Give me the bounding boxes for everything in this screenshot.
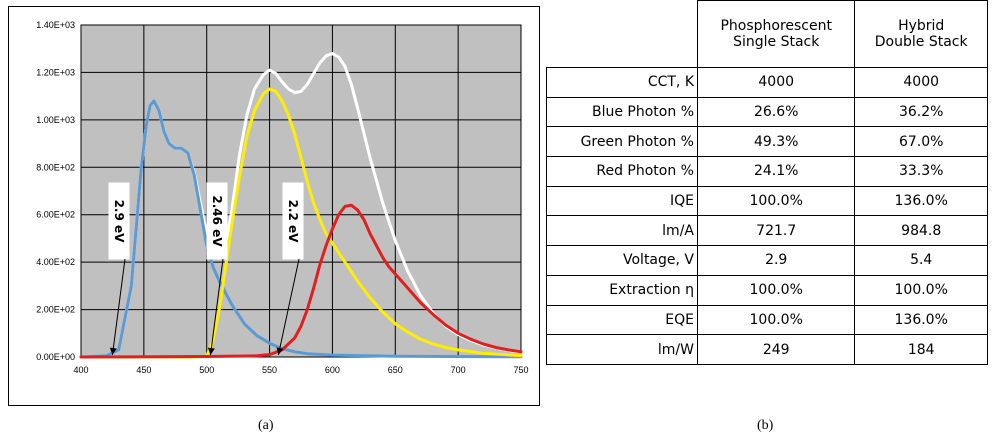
spectrum-chart-panel: 0.00E+00 2.00E+02 4.00E+02 6.00E+02 8.00E+02…: [8, 6, 540, 406]
y-tick-label: 2.00E+02: [36, 305, 75, 315]
y-tick-label: 0.00E+00: [36, 352, 75, 362]
header-hybrid-double-stack: Hybrid Double Stack: [854, 0, 988, 68]
header-phosphorescent-single-stack: Phosphorescent Single Stack: [696, 0, 856, 68]
x-tick-label: 400: [73, 365, 88, 375]
y-tick-label: 1.00E+03: [36, 115, 75, 125]
hybrid-value: 67.0%: [854, 126, 988, 158]
row-label: Extraction η: [546, 274, 698, 306]
y-tick-label: 1.20E+03: [36, 67, 75, 77]
annotation-arrow: [277, 258, 300, 356]
annotation-box: [108, 182, 130, 260]
x-tick-label: 550: [262, 365, 277, 375]
x-tick-label: 700: [451, 365, 466, 375]
hybrid-value: 33.3%: [854, 156, 988, 187]
row-label: EQE: [546, 304, 698, 336]
hybrid-value: 5.4: [854, 245, 988, 276]
x-tick-label: 600: [325, 365, 340, 375]
x-tick-label: 450: [136, 365, 151, 375]
header-line: Double Stack: [874, 34, 968, 50]
table-corner-cell: [546, 0, 698, 68]
hybrid-value: 4000: [854, 67, 988, 98]
phosphorescent-value: 100.0%: [696, 304, 856, 336]
row-label: lm/W: [546, 334, 698, 365]
table-row: Voltage, V 2.9 5.4: [546, 245, 988, 276]
annotation-arrowhead: [207, 347, 215, 355]
annotation-arrowhead: [109, 347, 117, 355]
table-row: Red Photon % 24.1% 33.3%: [546, 156, 988, 187]
annotation-box: [282, 182, 304, 260]
annotation-arrow: [111, 258, 126, 356]
properties-table: Phosphorescent Single Stack Hybrid Doubl…: [546, 0, 988, 365]
annotation-arrow: [209, 258, 224, 356]
phosphorescent-value: 24.1%: [696, 156, 856, 187]
x-tick-label: 500: [199, 365, 214, 375]
row-label: Red Photon %: [546, 156, 698, 187]
hybrid-value: 136.0%: [854, 304, 988, 336]
annotation-box: [206, 182, 228, 260]
phosphorescent-value: 4000: [696, 67, 856, 98]
annotation-label: 2.2 eV: [286, 200, 300, 244]
x-tick-label: 750: [513, 365, 528, 375]
annotation-label: 2.46 eV: [210, 195, 224, 247]
header-line: Phosphorescent: [720, 18, 832, 34]
annotation-label: 2.9 eV: [112, 200, 126, 244]
series-line: [79, 99, 523, 359]
x-tick-label: 650: [388, 365, 403, 375]
hybrid-value: 136.0%: [854, 185, 988, 217]
table-row: Extraction η 100.0% 100.0%: [546, 274, 988, 306]
table-header-row: Phosphorescent Single Stack Hybrid Doubl…: [546, 0, 988, 68]
phosphorescent-value: 721.7: [696, 215, 856, 247]
row-label: Voltage, V: [546, 245, 698, 276]
y-tick-label: 8.00E+02: [36, 162, 75, 172]
y-tick-label: 4.00E+02: [36, 257, 75, 267]
table-row: lm/A 721.7 984.8: [546, 215, 988, 247]
y-tick-label: 6.00E+02: [36, 210, 75, 220]
caption-a: (a): [258, 418, 274, 433]
row-label: Blue Photon %: [546, 96, 698, 128]
spectrum-chart: 0.00E+00 2.00E+02 4.00E+02 6.00E+02 8.00E+02…: [36, 20, 528, 375]
phosphorescent-value: 100.0%: [696, 274, 856, 306]
table-row: CCT, K 4000 4000: [546, 67, 988, 98]
phosphorescent-value: 100.0%: [696, 185, 856, 217]
phosphorescent-value: 2.9: [696, 245, 856, 276]
series-line: [79, 203, 523, 359]
table-row: EQE 100.0% 136.0%: [546, 304, 988, 336]
hybrid-value: 184: [854, 334, 988, 365]
table-row: IQE 100.0% 136.0%: [546, 185, 988, 217]
phosphorescent-value: 49.3%: [696, 126, 856, 158]
hybrid-value: 984.8: [854, 215, 988, 247]
row-label: Green Photon %: [546, 126, 698, 158]
annotation-arrowhead: [276, 347, 284, 355]
phosphorescent-value: 26.6%: [696, 96, 856, 128]
row-label: CCT, K: [546, 67, 698, 98]
y-tick-label: 1.40E+03: [36, 20, 75, 30]
hybrid-value: 36.2%: [854, 96, 988, 128]
caption-b: (b): [757, 418, 774, 433]
series-line: [79, 87, 523, 359]
hybrid-value: 100.0%: [854, 274, 988, 306]
header-line: Hybrid: [898, 18, 945, 34]
phosphorescent-value: 249: [696, 334, 856, 365]
table-row: Blue Photon % 26.6% 36.2%: [546, 96, 988, 128]
table-row: Green Photon % 49.3% 67.0%: [546, 126, 988, 158]
row-label: IQE: [546, 185, 698, 217]
properties-table-container: Phosphorescent Single Stack Hybrid Doubl…: [546, 0, 988, 410]
table-row: lm/W 249 184: [546, 334, 988, 365]
header-line: Single Stack: [733, 34, 820, 50]
row-label: lm/A: [546, 215, 698, 247]
